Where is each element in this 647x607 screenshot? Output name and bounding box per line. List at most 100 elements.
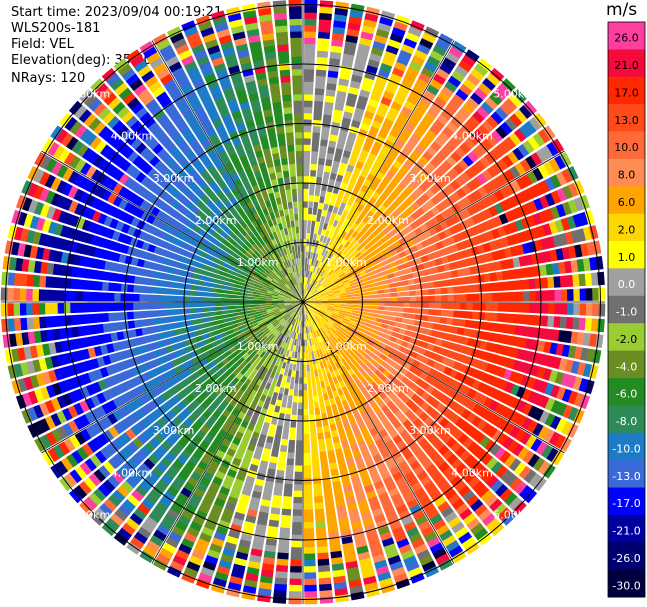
velocity-gate <box>323 264 329 272</box>
velocity-gate <box>371 343 380 350</box>
velocity-gate <box>499 186 511 199</box>
velocity-gate <box>313 350 318 358</box>
velocity-gate <box>362 380 371 389</box>
velocity-gate <box>500 236 510 248</box>
velocity-gate <box>338 272 346 278</box>
velocity-gate <box>303 433 310 441</box>
velocity-gate <box>351 312 359 317</box>
velocity-gate <box>255 523 267 533</box>
velocity-gate <box>82 279 91 290</box>
velocity-gate <box>441 302 449 309</box>
velocity-gate <box>359 339 367 347</box>
velocity-gate <box>281 508 292 516</box>
velocity-gate <box>268 462 277 470</box>
velocity-gate <box>535 148 548 163</box>
velocity-gate <box>370 365 378 374</box>
velocity-gate <box>468 133 481 146</box>
velocity-gate <box>164 288 172 295</box>
velocity-gate <box>425 199 436 209</box>
velocity-gate <box>331 314 338 320</box>
velocity-gate <box>567 199 579 214</box>
velocity-gate <box>334 588 349 597</box>
velocity-gate <box>309 364 314 372</box>
velocity-gate <box>315 274 321 281</box>
velocity-gate <box>327 307 335 311</box>
velocity-gate <box>476 419 488 431</box>
velocity-gate <box>446 121 459 134</box>
velocity-gate <box>361 346 370 354</box>
velocity-gate <box>497 433 509 446</box>
velocity-gate <box>303 106 313 114</box>
velocity-gate <box>442 449 454 461</box>
velocity-gate <box>1 271 9 286</box>
velocity-gate <box>362 318 371 324</box>
velocity-gate <box>518 337 527 349</box>
velocity-gate <box>292 521 303 529</box>
velocity-gate <box>379 270 387 277</box>
velocity-gate <box>132 293 140 302</box>
velocity-gate <box>262 388 269 397</box>
velocity-gate <box>490 312 499 322</box>
velocity-gate <box>405 195 415 205</box>
velocity-gate <box>303 182 309 189</box>
velocity-gate <box>256 439 265 448</box>
velocity-gate <box>371 309 379 314</box>
velocity-gate <box>221 289 229 294</box>
velocity-gate <box>101 292 109 302</box>
velocity-gate <box>344 425 353 434</box>
velocity-gate <box>274 482 284 490</box>
velocity-gate <box>421 525 435 538</box>
velocity-gate <box>450 326 459 335</box>
velocity-gate <box>343 329 351 336</box>
velocity-gate <box>440 86 454 98</box>
velocity-gate <box>548 158 561 173</box>
velocity-gate <box>177 308 185 315</box>
velocity-gate <box>466 97 480 110</box>
velocity-gate <box>285 343 290 351</box>
velocity-gate <box>133 276 142 285</box>
velocity-gate <box>341 156 350 165</box>
velocity-gate <box>303 528 315 536</box>
velocity-gate <box>384 302 392 307</box>
velocity-gate <box>329 57 341 66</box>
velocity-gate <box>501 270 510 281</box>
velocity-gate <box>228 286 236 291</box>
velocity-gate <box>235 505 247 515</box>
velocity-gate <box>562 404 574 419</box>
velocity-gate <box>291 351 295 359</box>
velocity-gate <box>95 313 103 323</box>
velocity-gate <box>472 293 480 302</box>
velocity-gate <box>452 343 462 352</box>
velocity-gate <box>398 83 411 95</box>
velocity-gate <box>430 452 442 464</box>
velocity-gate <box>351 365 359 374</box>
velocity-gate <box>313 195 320 203</box>
velocity-gate <box>352 449 362 458</box>
velocity-gate <box>208 302 216 307</box>
velocity-gate <box>320 292 328 297</box>
velocity-gate <box>457 327 465 336</box>
velocity-gate <box>331 284 338 290</box>
velocity-gate <box>572 213 583 228</box>
velocity-gate <box>310 278 315 286</box>
velocity-gate <box>350 315 358 320</box>
velocity-gate <box>407 26 423 38</box>
velocity-gate <box>406 356 416 365</box>
velocity-gate <box>321 305 329 308</box>
velocity-gate <box>430 266 439 274</box>
velocity-gate <box>308 305 314 310</box>
velocity-gate <box>466 388 477 399</box>
velocity-gate <box>408 365 418 374</box>
velocity-gate <box>327 449 336 458</box>
velocity-gate <box>556 187 568 202</box>
velocity-gate <box>488 192 500 205</box>
velocity-gate <box>365 295 373 299</box>
velocity-gate <box>337 207 344 216</box>
velocity-gate <box>233 511 246 521</box>
velocity-gate <box>439 62 453 75</box>
velocity-gate <box>20 317 28 331</box>
velocity-gate <box>458 277 466 285</box>
velocity-gate <box>269 371 276 379</box>
velocity-gate <box>139 285 147 294</box>
velocity-gate <box>516 302 524 313</box>
